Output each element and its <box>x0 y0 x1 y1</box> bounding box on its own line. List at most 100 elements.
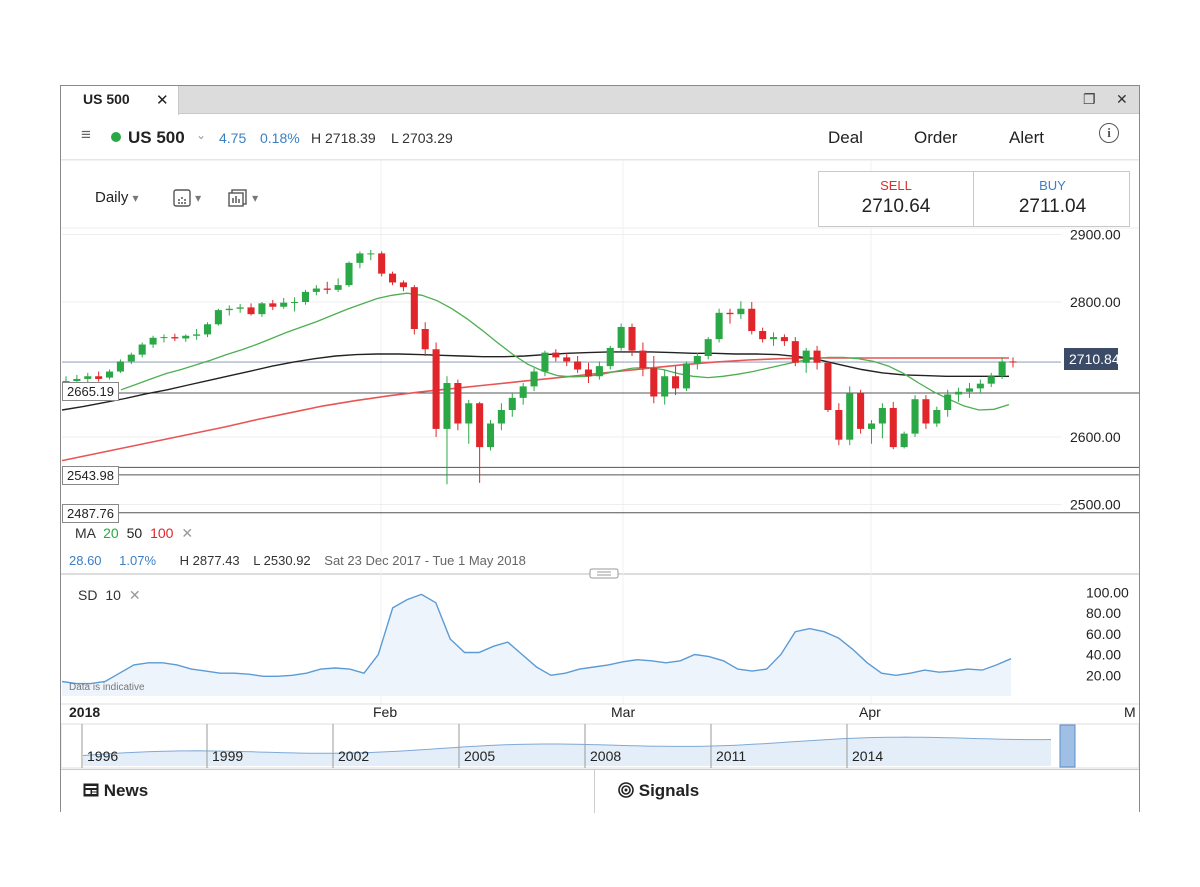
candle <box>552 349 560 362</box>
buy-button[interactable]: BUY 2711.04 <box>975 172 1130 226</box>
window-close-icon[interactable]: ✕ <box>1116 91 1128 107</box>
news-button[interactable]: News <box>83 781 148 801</box>
chevron-down-icon[interactable]: ⌄ <box>196 128 207 142</box>
range-low: L 2530.92 <box>253 553 311 568</box>
candle-body <box>900 433 908 448</box>
alert-button[interactable]: Alert <box>1009 128 1044 147</box>
candle <box>813 345 821 370</box>
current-price-tag: 2710.84 <box>1064 348 1120 370</box>
order-button[interactable]: Order <box>914 128 958 147</box>
candle-body <box>225 308 233 311</box>
level-marker-3[interactable]: 2487.76 <box>62 504 119 523</box>
navigator-selection <box>1059 724 1076 768</box>
candle <box>563 352 571 367</box>
candle-body <box>944 394 952 410</box>
interval-dropdown-icon: ▾ <box>132 191 139 205</box>
price-chart[interactable]: 2900.00 2800.00 2600.00 2500.00 100.00 80.00 6… <box>61 86 1139 769</box>
candle-body <box>780 337 788 342</box>
candle-body <box>291 302 299 303</box>
candle <box>639 342 647 377</box>
candle-body <box>661 376 669 397</box>
candle-body <box>563 357 571 362</box>
signals-button[interactable]: Signals <box>618 781 699 801</box>
candle <box>214 308 222 326</box>
level-marker-1[interactable]: 2665.19 <box>62 382 119 401</box>
sd-tick-label: 60.00 <box>1086 626 1121 642</box>
candle-body <box>639 350 647 369</box>
candle <box>519 383 527 405</box>
instrument-name[interactable]: US 500 <box>128 128 185 147</box>
candle-body <box>824 362 832 410</box>
candle <box>672 366 680 396</box>
range-change: 28.60 <box>69 553 102 568</box>
candle-body <box>497 410 505 424</box>
chart-type-select[interactable]: ▾ <box>173 189 201 207</box>
news-label: News <box>103 781 149 800</box>
candle <box>258 302 266 317</box>
interval-label: Daily <box>95 189 129 206</box>
candle <box>432 342 440 437</box>
restore-icon[interactable]: ❐ <box>1083 91 1096 107</box>
candle <box>193 329 201 340</box>
ma-period-20: 20 <box>103 525 119 541</box>
candle <box>378 251 386 277</box>
candle <box>171 333 179 342</box>
candle-body <box>628 326 636 351</box>
candle-body <box>889 407 897 448</box>
buy-price: 2711.04 <box>1018 196 1087 217</box>
navigator-year-label: 2005 <box>464 748 495 764</box>
tab-us500[interactable]: US 500 ✕ <box>61 86 179 115</box>
candle <box>889 401 897 450</box>
candle <box>454 379 462 431</box>
candle <box>617 323 625 351</box>
candle <box>791 337 799 367</box>
disclaimer-text: Data is indicative <box>69 682 145 693</box>
interval-select[interactable]: Daily ▾ <box>95 189 139 206</box>
candle-body <box>203 324 212 335</box>
candle-body <box>682 363 690 389</box>
candle <box>149 335 157 348</box>
candle-body <box>236 307 244 309</box>
candle-body <box>878 407 886 424</box>
day-high: H 2718.39 <box>311 130 376 146</box>
navigator-year-label: 1999 <box>212 748 243 764</box>
candle-body <box>301 291 310 302</box>
sell-button[interactable]: SELL 2710.64 <box>819 172 974 226</box>
candle-body <box>269 303 277 307</box>
candle-body <box>399 282 407 288</box>
candle-body <box>748 308 756 332</box>
sd-remove-icon[interactable]: ✕ <box>128 587 141 603</box>
deal-ticket: SELL 2710.64 BUY 2711.04 <box>818 171 1130 227</box>
candle <box>878 403 886 439</box>
candle <box>508 393 516 417</box>
candle <box>160 334 168 343</box>
candle <box>726 308 734 324</box>
candle-body <box>835 410 843 440</box>
candle <box>650 356 658 404</box>
menu-icon[interactable]: ≡ <box>81 125 91 144</box>
candle <box>780 334 788 346</box>
sell-price: 2710.64 <box>861 196 931 217</box>
ma-remove-icon[interactable]: ✕ <box>181 525 194 541</box>
info-icon[interactable]: i <box>1099 123 1119 143</box>
candle <box>182 334 190 342</box>
range-dates: Sat 23 Dec 2017 - Tue 1 May 2018 <box>324 553 526 568</box>
ma-period-100: 100 <box>150 525 174 541</box>
price-tick-label: 2800.00 <box>1070 294 1121 310</box>
candle <box>116 359 124 373</box>
candle <box>497 403 505 431</box>
candle <box>976 379 984 394</box>
candle-body <box>106 371 114 378</box>
candle <box>225 305 233 316</box>
sd-area <box>62 594 1011 696</box>
tab-close-icon[interactable]: ✕ <box>156 92 169 109</box>
indicators-icon <box>228 189 247 207</box>
level-marker-2[interactable]: 2543.98 <box>62 466 119 485</box>
candle <box>715 308 723 343</box>
candle-body <box>465 403 473 424</box>
price-tick-label: 2600.00 <box>1070 429 1121 445</box>
indicators-select[interactable]: ▾ <box>228 189 258 207</box>
navigator-year-label: 2008 <box>590 748 621 764</box>
deal-button[interactable]: Deal <box>828 128 863 147</box>
candle <box>541 350 549 377</box>
